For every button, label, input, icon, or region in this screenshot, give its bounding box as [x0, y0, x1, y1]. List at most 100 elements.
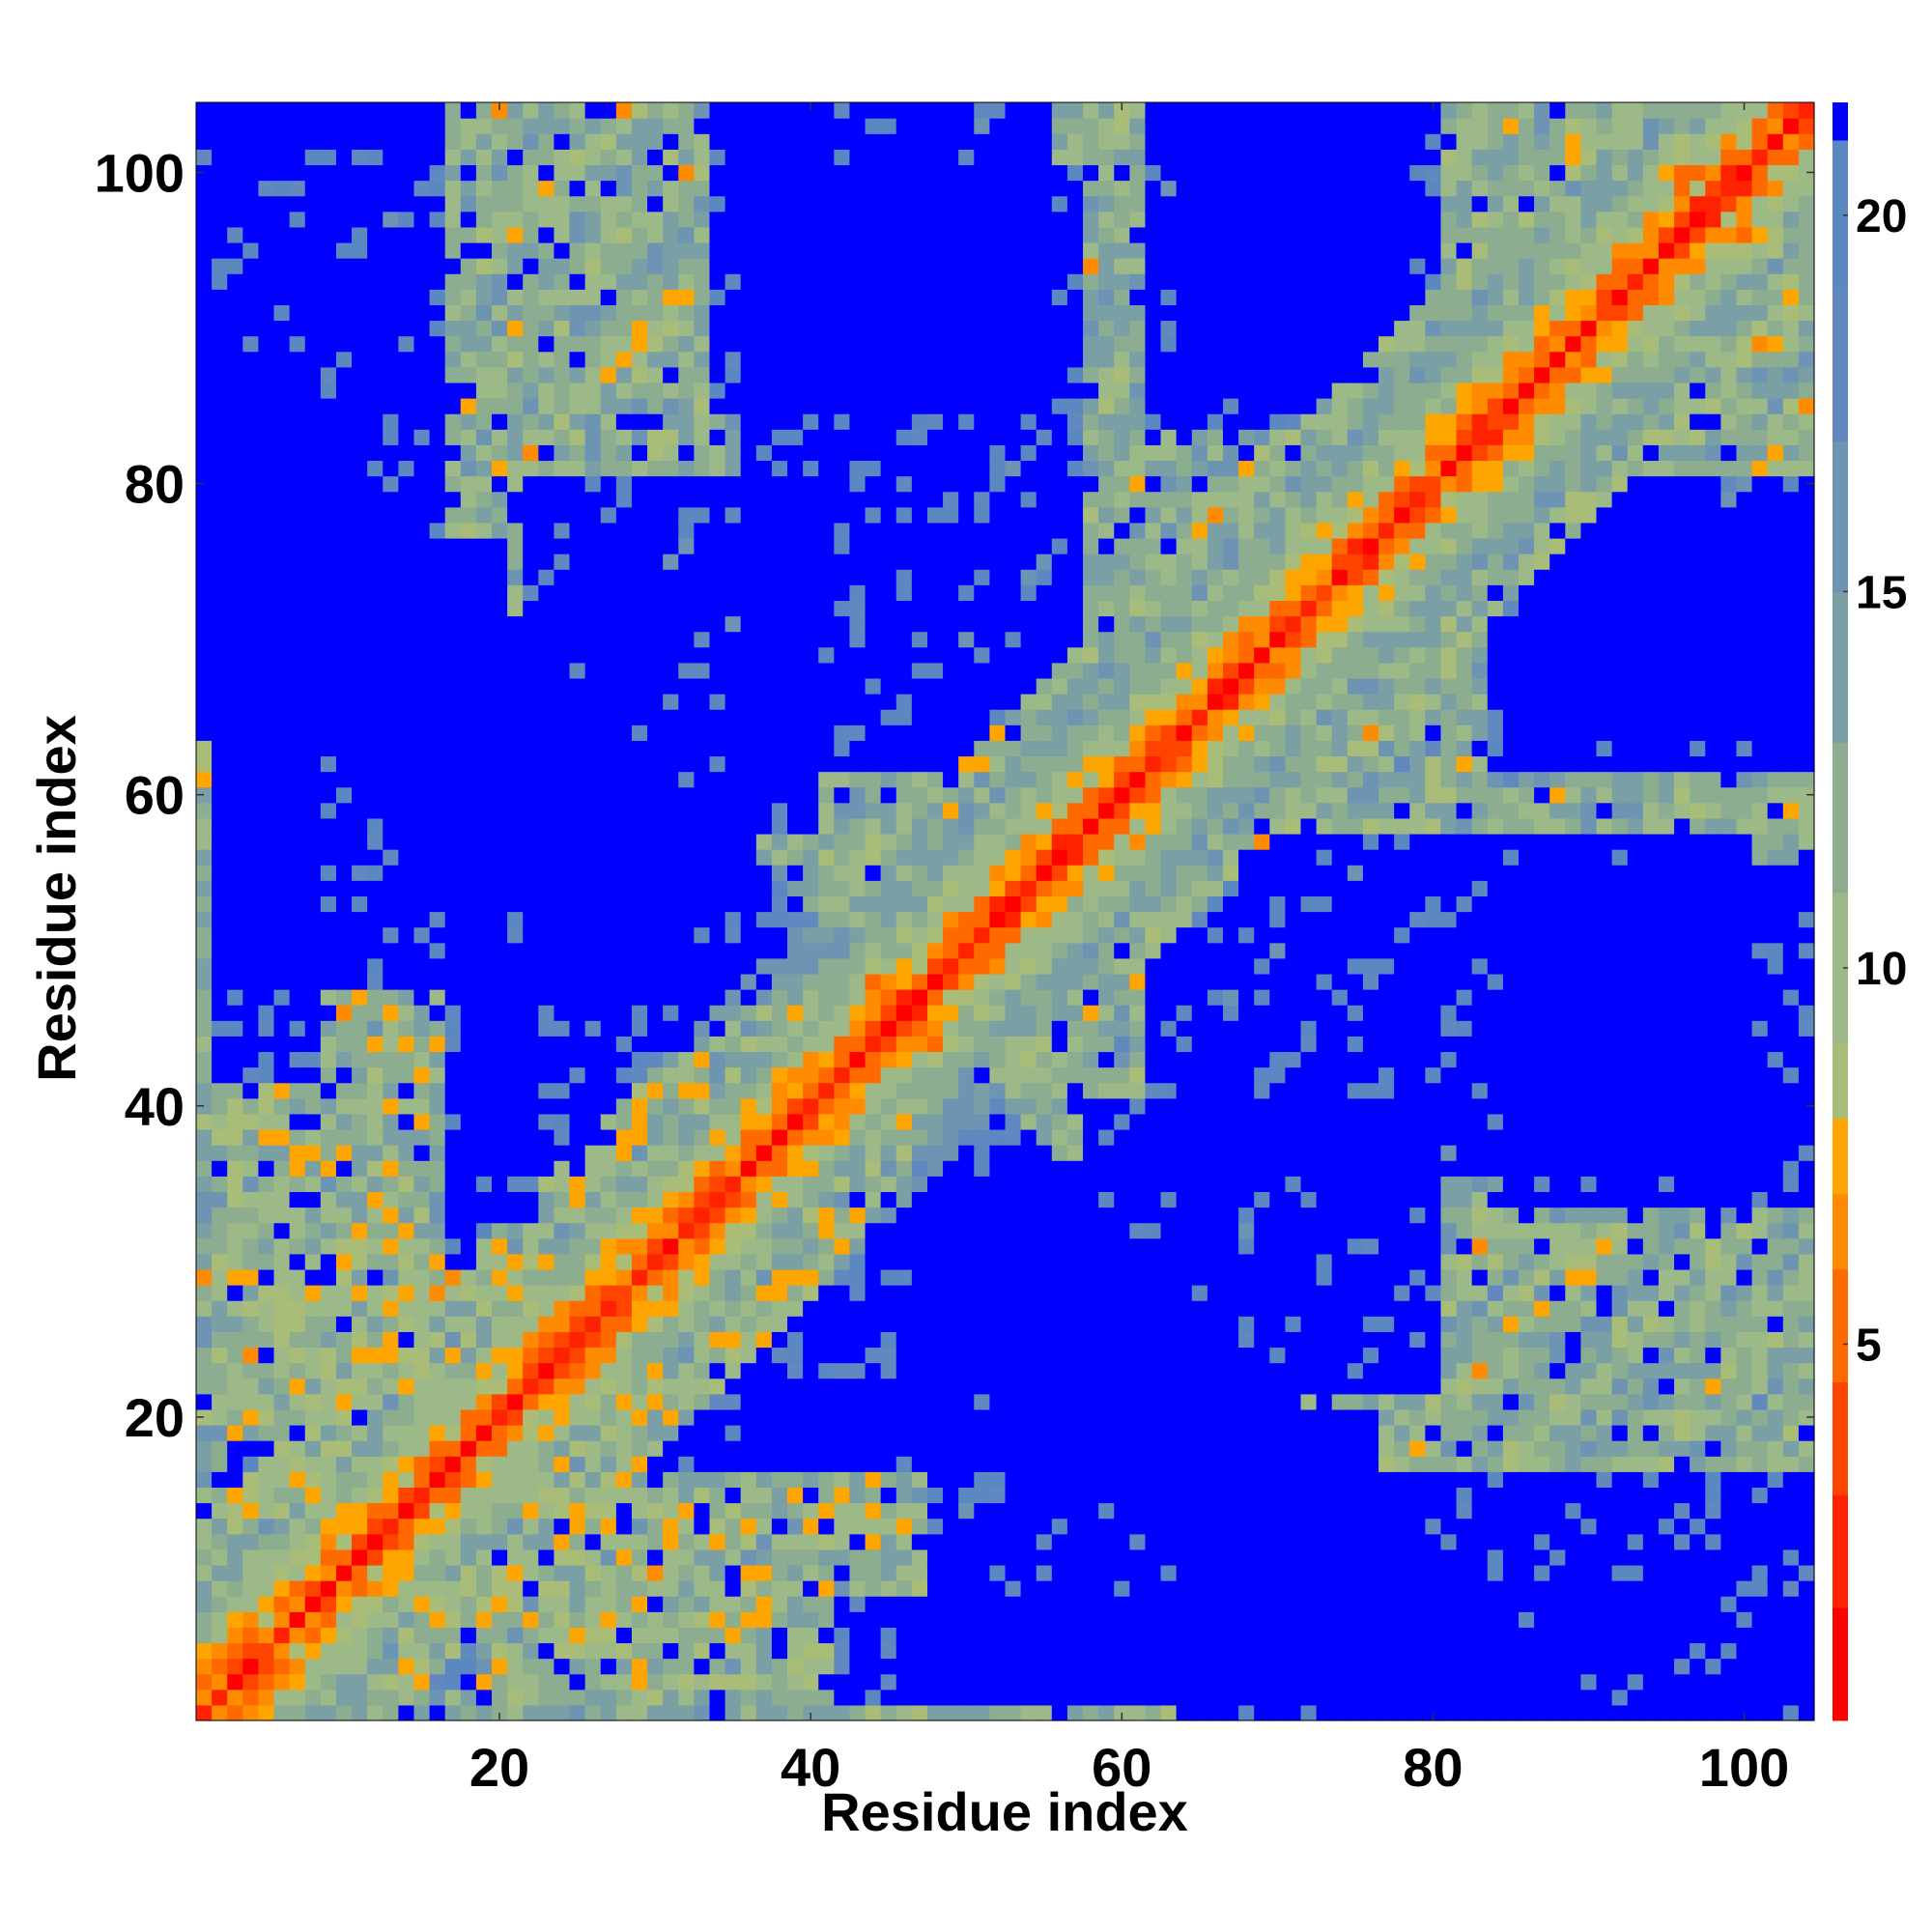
heatmap-cell	[196, 1408, 213, 1426]
heatmap-cell	[196, 1518, 213, 1535]
heatmap-cell	[320, 1036, 337, 1053]
heatmap-cell	[926, 1097, 944, 1115]
heatmap-cell	[383, 1658, 399, 1675]
heatmap-cell	[444, 1548, 462, 1566]
heatmap-cell	[475, 1222, 493, 1239]
heatmap-cell	[755, 926, 773, 944]
heatmap-cell	[865, 709, 882, 725]
heatmap-cell	[367, 242, 384, 259]
heatmap-cell	[413, 1596, 431, 1612]
heatmap-cell	[755, 475, 773, 493]
heatmap-cell	[320, 335, 337, 353]
heatmap-cell	[803, 1642, 819, 1660]
heatmap-cell	[865, 989, 882, 1006]
heatmap-cell	[289, 1253, 306, 1270]
heatmap-cell	[507, 1285, 524, 1301]
heatmap-cell	[615, 506, 633, 524]
heatmap-cell	[367, 584, 384, 601]
heatmap-cell	[849, 382, 867, 399]
heatmap-cell	[865, 413, 882, 430]
heatmap-cell	[242, 1347, 260, 1364]
heatmap-cell	[367, 1316, 384, 1332]
heatmap-cell	[818, 1689, 835, 1706]
heatmap-cell	[787, 1673, 804, 1690]
heatmap-cell	[460, 1704, 477, 1721]
heatmap-cell	[212, 1191, 228, 1208]
heatmap-cell	[383, 1518, 399, 1535]
heatmap-cell	[615, 1408, 633, 1426]
heatmap-cell	[771, 1005, 788, 1021]
heatmap-cell	[304, 1020, 322, 1037]
heatmap-cell	[926, 1128, 944, 1146]
heatmap-cell	[460, 911, 477, 928]
heatmap-cell	[242, 1237, 260, 1255]
heatmap-cell	[926, 1440, 944, 1457]
heatmap-cell	[523, 1005, 539, 1021]
heatmap-cell	[834, 694, 851, 710]
heatmap-cell	[694, 1051, 711, 1068]
heatmap-cell	[212, 506, 228, 524]
heatmap-cell	[398, 1424, 415, 1441]
heatmap-cell	[352, 1020, 368, 1037]
heatmap-cell	[694, 1471, 711, 1489]
heatmap-cell	[740, 460, 757, 477]
heatmap-cell	[492, 335, 508, 353]
heatmap-cell	[320, 1331, 337, 1349]
heatmap-cell	[444, 1191, 462, 1208]
heatmap-cell	[475, 1176, 493, 1193]
heatmap-cell	[475, 911, 493, 928]
heatmap-cell	[273, 1689, 291, 1706]
heatmap-cell	[273, 180, 291, 197]
heatmap-cell	[569, 1191, 586, 1208]
heatmap-cell	[335, 569, 353, 585]
heatmap-cell	[818, 895, 835, 913]
heatmap-cell	[320, 957, 337, 975]
heatmap-cell	[569, 1627, 586, 1644]
heatmap-cell	[444, 226, 462, 243]
heatmap-cell	[926, 895, 944, 913]
heatmap-cell	[740, 817, 757, 835]
heatmap-cell	[865, 554, 882, 570]
heatmap-cell	[460, 102, 477, 119]
heatmap-cell	[818, 133, 835, 150]
heatmap-cell	[538, 1548, 555, 1566]
heatmap-cell	[584, 1113, 602, 1130]
heatmap-cell	[444, 1502, 462, 1520]
heatmap-cell	[615, 475, 633, 493]
heatmap-cell	[460, 1097, 477, 1115]
heatmap-cell	[507, 1611, 524, 1628]
heatmap-cell	[507, 973, 524, 990]
heatmap-cell	[367, 1253, 384, 1270]
heatmap-cell	[600, 1020, 617, 1037]
heatmap-cell	[429, 537, 446, 554]
heatmap-cell	[880, 444, 897, 462]
heatmap-cell	[740, 398, 757, 414]
heatmap-cell	[663, 1564, 679, 1581]
heatmap-cell	[569, 351, 586, 368]
heatmap-cell	[911, 677, 928, 695]
heatmap-cell	[584, 895, 602, 913]
heatmap-cell	[492, 694, 508, 710]
heatmap-cell	[663, 1051, 679, 1068]
heatmap-cell	[538, 646, 555, 664]
heatmap-cell	[818, 802, 835, 819]
heatmap-cell	[242, 957, 260, 975]
heatmap-cell	[724, 304, 742, 322]
heatmap-cell	[709, 537, 726, 554]
heatmap-cell	[212, 1222, 228, 1239]
heatmap-cell	[895, 211, 913, 228]
heatmap-cell	[647, 957, 664, 975]
heatmap-cell	[631, 149, 648, 166]
heatmap-cell	[367, 554, 384, 570]
heatmap-cell	[383, 911, 399, 928]
heatmap-cell	[647, 1285, 664, 1301]
heatmap-cell	[507, 226, 524, 243]
heatmap-cell	[289, 957, 306, 975]
heatmap-cell	[196, 989, 213, 1006]
heatmap-cell	[352, 1627, 368, 1644]
heatmap-cell	[429, 1005, 446, 1021]
heatmap-cell	[304, 1128, 322, 1146]
heatmap-cell	[304, 1145, 322, 1161]
heatmap-cell	[352, 1268, 368, 1286]
heatmap-cell	[398, 662, 415, 679]
